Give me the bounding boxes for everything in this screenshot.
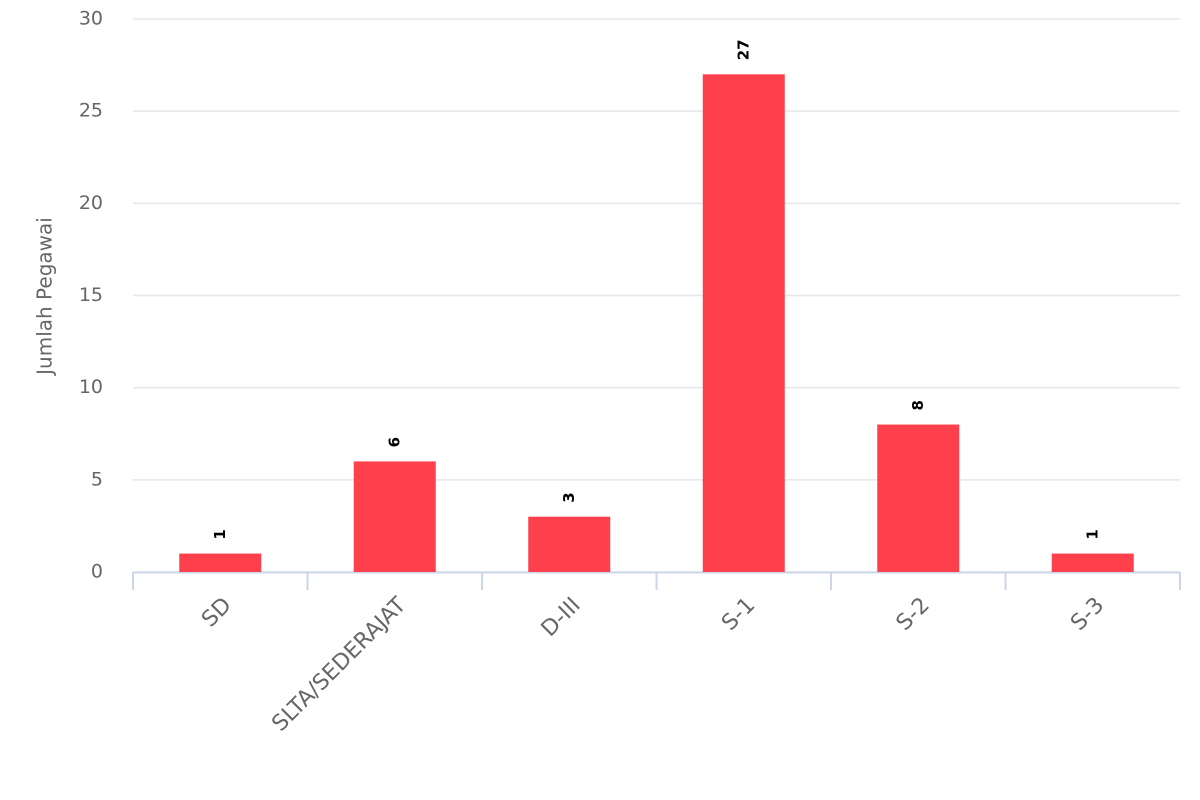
x-tick-label: S-2 [892,593,935,636]
data-label: 27 [734,39,752,60]
bar [877,424,960,572]
bar [1051,553,1134,572]
y-axis-title: Jumlah Pegawai [33,217,57,377]
y-tick-label: 20 [79,192,103,214]
data-label: 1 [211,529,229,539]
data-label: 1 [1083,529,1101,539]
y-tick-label: 10 [79,376,103,398]
y-tick-label: 5 [91,468,103,490]
bar [528,516,611,572]
x-tick-label: D-III [537,593,586,642]
x-tick-label: SD [197,593,237,633]
bar [179,553,262,572]
data-label: 3 [560,492,578,502]
x-tick-label: S-3 [1066,593,1109,636]
bar [353,461,436,572]
data-label: 8 [909,400,927,410]
y-tick-label: 30 [79,8,103,30]
y-tick-label: 25 [79,100,103,122]
y-tick-label: 15 [79,284,103,306]
x-tick-label: SLTA/SEDERAJAT [267,592,411,736]
y-tick-label: 0 [91,561,103,583]
x-tick-label: S-1 [717,593,760,636]
bar [702,74,785,573]
data-label: 6 [385,437,403,447]
